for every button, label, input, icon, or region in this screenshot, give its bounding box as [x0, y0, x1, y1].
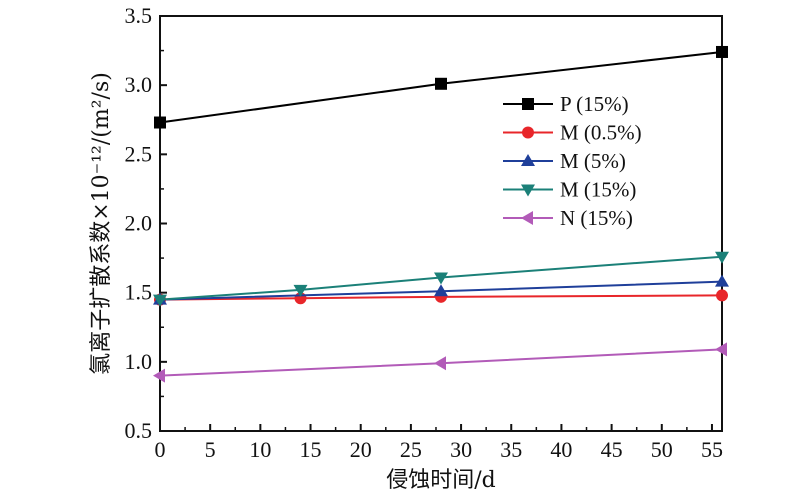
series-4: [153, 342, 727, 383]
y-tick-label: 3.5: [125, 3, 153, 28]
series-line: [159, 255, 723, 301]
x-tick-label: 35: [500, 437, 522, 462]
legend-marker: [521, 154, 535, 166]
data-point: [434, 272, 448, 285]
legend-item: N (15%): [503, 206, 633, 230]
x-tick-label: 10: [249, 437, 271, 462]
data-point: [716, 45, 728, 58]
x-tick-label: 25: [400, 437, 422, 462]
legend-label: M (5%): [560, 149, 626, 173]
x-tick-label: 45: [601, 437, 623, 462]
data-point: [153, 368, 165, 383]
legend-label: M (15%): [560, 178, 636, 202]
x-tick-label: 40: [550, 437, 572, 462]
data-point: [153, 294, 167, 307]
series-3: [153, 251, 729, 307]
x-tick-label: 20: [350, 437, 372, 462]
legend-marker: [522, 98, 534, 110]
x-axis-ticks: 0 5 10 15 20 25 30 35 40 45 50 55: [155, 424, 723, 462]
legend: P (15%) M (0.5%) M (5%) M (15%) N (15%): [503, 92, 642, 230]
legend-item: M (15%): [503, 178, 636, 202]
legend-label: N (15%): [560, 206, 633, 230]
y-tick-label: 2.0: [125, 211, 153, 236]
y-tick-label: 0.5: [125, 418, 153, 443]
data-point: [715, 342, 727, 357]
y-axis-ticks: 0.5 1.0 1.5 2.0 2.5 3.0 3.5: [125, 3, 167, 443]
legend-marker: [521, 184, 535, 197]
data-point: [434, 284, 448, 297]
data-point: [716, 289, 728, 302]
x-tick-label: 5: [205, 437, 216, 462]
x-tick-label: 55: [701, 437, 723, 462]
y-axis-title: 氯离子扩散系数×10⁻¹²/(m²/s): [89, 72, 114, 375]
x-tick-label: 0: [155, 437, 166, 462]
series-line: [159, 294, 723, 301]
y-tick-label: 3.0: [125, 72, 153, 97]
data-point: [715, 274, 729, 287]
data-point: [435, 77, 447, 90]
x-tick-label: 15: [300, 437, 322, 462]
y-tick-label: 1.0: [125, 349, 153, 374]
legend-marker: [521, 211, 533, 225]
data-point: [154, 116, 166, 129]
x-tick-label: 50: [651, 437, 673, 462]
legend-label: P (15%): [560, 92, 629, 116]
data-point: [293, 284, 308, 297]
legend-item: M (5%): [503, 149, 626, 173]
legend-item: M (0.5%): [503, 121, 642, 145]
data-point: [715, 251, 729, 264]
legend-item: P (15%): [503, 92, 629, 116]
series-0: [154, 45, 728, 129]
y-tick-label: 2.5: [125, 141, 153, 166]
series-layer: [153, 45, 729, 383]
x-axis-title: 侵蚀时间/d: [386, 468, 496, 493]
data-point: [434, 356, 446, 371]
y-tick-label: 1.5: [125, 280, 153, 305]
legend-marker: [522, 126, 534, 139]
x-tick-label: 30: [450, 437, 472, 462]
legend-label: M (0.5%): [560, 121, 642, 145]
